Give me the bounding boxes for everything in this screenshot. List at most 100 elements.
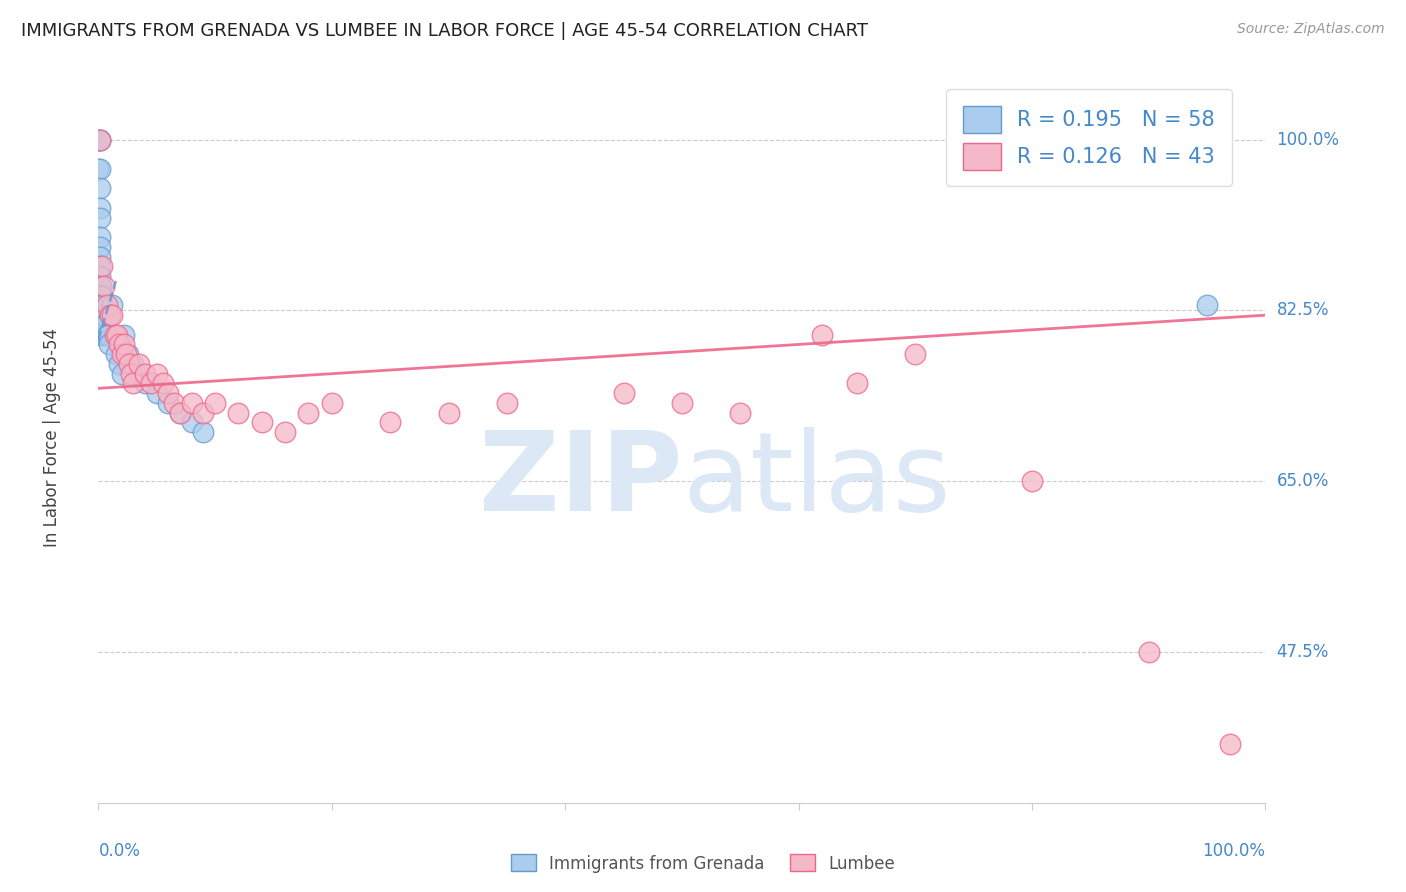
Point [89,327,111,342]
Point [90,308,112,322]
Point [128,357,150,371]
Point [91,318,114,332]
Point [90,298,112,312]
Point [193,406,215,420]
Text: In Labor Force | Age 45-54: In Labor Force | Age 45-54 [42,327,60,547]
Point [89,211,111,225]
Point [730,406,752,420]
Point [89,308,111,322]
Point [89,240,111,254]
Point [89,308,111,322]
Point [134,376,156,391]
Point [96,298,118,312]
Point [89,269,111,284]
Text: 47.5%: 47.5% [1277,642,1329,661]
Point [250,416,273,430]
Text: atlas: atlas [682,427,950,534]
Point [904,347,927,361]
Point [89,298,111,312]
Point [122,376,145,391]
Point [89,279,111,293]
Point [90,288,112,302]
Point [90,288,112,302]
Point [1219,737,1241,751]
Point [1137,645,1160,659]
Point [108,337,131,351]
Text: 100.0%: 100.0% [1202,842,1265,860]
Point [98,308,121,322]
Point [89,308,111,322]
Point [97,337,120,351]
Point [169,406,191,420]
Point [87,161,110,176]
Point [112,327,135,342]
Text: 65.0%: 65.0% [1277,472,1329,490]
Point [108,357,131,371]
Point [111,347,134,361]
Legend: R = 0.195   N = 58, R = 0.126   N = 43: R = 0.195 N = 58, R = 0.126 N = 43 [946,89,1232,186]
Point [89,181,111,195]
Point [96,327,118,342]
Point [671,396,693,410]
Point [180,416,202,430]
Point [146,367,169,381]
Point [104,327,127,342]
Point [89,161,111,176]
Point [180,396,202,410]
Point [321,396,343,410]
Point [89,318,111,332]
Point [87,133,110,147]
Text: 100.0%: 100.0% [1277,130,1340,149]
Point [90,260,112,274]
Point [89,260,111,274]
Point [89,250,111,264]
Legend: Immigrants from Grenada, Lumbee: Immigrants from Grenada, Lumbee [505,847,901,880]
Point [152,376,174,391]
Point [89,201,111,215]
Point [437,406,460,420]
Point [97,327,120,342]
Text: ZIP: ZIP [478,427,682,534]
Point [193,425,215,440]
Point [1195,298,1218,312]
Point [274,425,297,440]
Point [89,279,111,293]
Point [89,133,111,147]
Point [163,396,186,410]
Point [89,298,111,312]
Point [104,347,127,361]
Point [117,347,139,361]
Point [90,318,112,332]
Point [89,288,111,302]
Text: 0.0%: 0.0% [98,842,141,860]
Point [93,327,115,342]
Point [90,279,112,293]
Point [134,367,156,381]
Point [139,376,162,391]
Point [122,357,145,371]
Point [169,406,191,420]
Point [90,308,112,322]
Point [380,416,402,430]
Point [128,367,150,381]
Point [101,308,124,322]
Point [496,396,519,410]
Point [93,279,115,293]
Text: 82.5%: 82.5% [1277,301,1329,319]
Point [112,337,135,351]
Point [846,376,869,391]
Point [811,327,834,342]
Point [146,386,169,401]
Point [89,298,111,312]
Point [89,288,111,302]
Point [98,308,121,322]
Point [157,396,180,410]
Point [115,347,138,361]
Point [228,406,250,420]
Point [118,357,141,371]
Point [93,308,115,322]
Point [105,327,128,342]
Point [89,133,111,147]
Text: Source: ZipAtlas.com: Source: ZipAtlas.com [1237,22,1385,37]
Point [89,230,111,244]
